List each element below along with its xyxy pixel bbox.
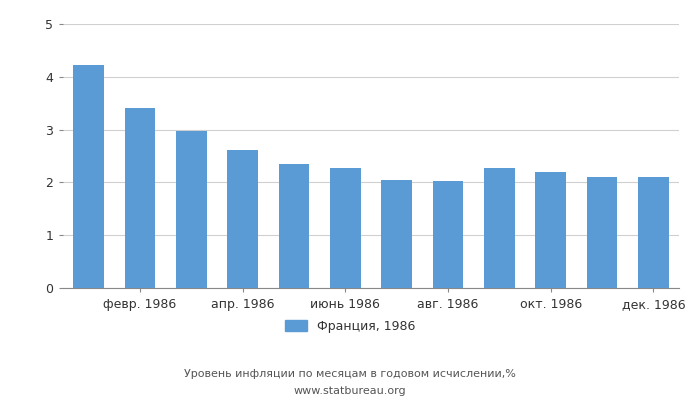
Bar	[176, 131, 206, 288]
Bar	[433, 181, 463, 288]
Text: Уровень инфляции по месяцам в годовом исчислении,%: Уровень инфляции по месяцам в годовом ис…	[184, 369, 516, 379]
Text: www.statbureau.org: www.statbureau.org	[294, 386, 406, 396]
Bar	[74, 65, 104, 288]
Bar	[125, 108, 155, 288]
Legend: Франция, 1986: Франция, 1986	[279, 315, 421, 338]
Bar	[587, 176, 617, 288]
Bar	[484, 168, 514, 288]
Bar	[638, 176, 668, 288]
Bar	[330, 168, 360, 288]
Bar	[228, 150, 258, 288]
Bar	[536, 172, 566, 288]
Bar	[279, 164, 309, 288]
Bar	[382, 180, 412, 288]
